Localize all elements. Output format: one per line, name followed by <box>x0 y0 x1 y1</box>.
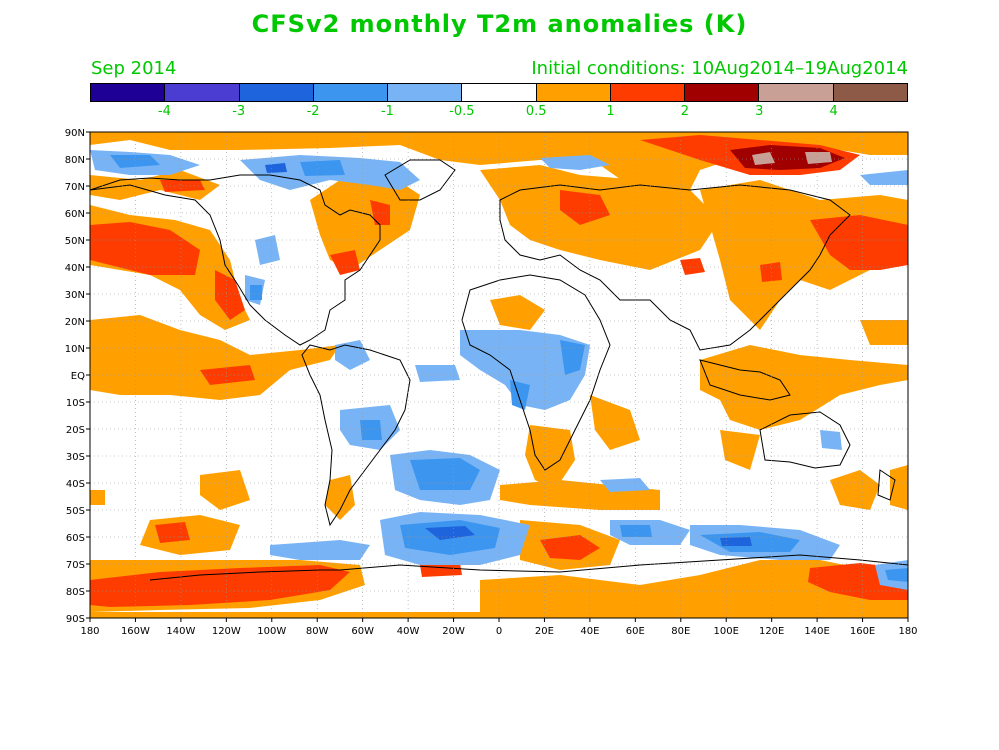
longitude-label: 180 <box>898 626 917 637</box>
forecast-month: Sep 2014 <box>91 58 177 79</box>
latitude-label: 60N <box>65 209 85 220</box>
longitude-label: 20E <box>535 626 554 637</box>
colorbar-swatch-9 <box>759 84 834 101</box>
longitude-label: 20W <box>442 626 465 637</box>
latitude-label: 20N <box>65 317 85 328</box>
colorbar-swatch-0 <box>91 84 166 101</box>
latitude-label: 10S <box>66 398 85 409</box>
axis-ticks <box>86 131 909 622</box>
longitude-label: 40E <box>580 626 599 637</box>
graticule <box>90 132 908 618</box>
latitude-label: 30N <box>65 290 85 301</box>
latitude-label: 70N <box>65 182 85 193</box>
anomaly-warm-1-2 <box>90 135 908 607</box>
latitude-label: 90S <box>66 614 85 625</box>
longitude-label: 160E <box>850 626 875 637</box>
longitude-label: 100W <box>257 626 286 637</box>
longitude-label: 100E <box>714 626 739 637</box>
colorbar-swatch-2 <box>239 84 314 101</box>
longitude-label: 80W <box>306 626 329 637</box>
latitude-label: 80S <box>66 587 85 598</box>
colorbar-tick-label: -1 <box>380 104 394 119</box>
longitude-label: 80E <box>671 626 690 637</box>
latitude-label: 40S <box>66 479 85 490</box>
latitude-labels: 90N 80N 70N 60N 50N 40N 30N 20N 10N EQ 10S 20S 30S 40… <box>65 128 85 625</box>
colorbar-swatch-4 <box>388 84 463 101</box>
coastlines <box>90 159 908 581</box>
colorbar-swatch-8 <box>685 84 760 101</box>
longitude-label: 0 <box>496 626 502 637</box>
latitude-label: 90N <box>65 128 85 139</box>
colorbar-tick-label: 1 <box>606 104 615 119</box>
colorbar-tick-label: 0.5 <box>525 104 547 119</box>
colorbar-swatch-7 <box>610 84 686 101</box>
colorbar <box>90 83 908 102</box>
colorbar-swatch-5 <box>462 84 537 101</box>
colorbar-swatch-3 <box>313 84 389 101</box>
colorbar-tick-label: -4 <box>157 104 171 119</box>
colorbar-swatch-10 <box>833 84 907 101</box>
chart-title: CFSv2 monthly T2m anomalies (K) <box>251 10 748 38</box>
colorbar-tick-label: -3 <box>232 104 246 119</box>
longitude-label: 140W <box>166 626 195 637</box>
longitude-label: 120E <box>759 626 784 637</box>
longitude-label: 60W <box>351 626 374 637</box>
colorbar-tick-label: 2 <box>680 104 690 119</box>
longitude-label: 180 <box>80 626 99 637</box>
longitude-label: 40W <box>397 626 420 637</box>
colorbar-tick-label: -0.5 <box>449 104 475 119</box>
latitude-label: 70S <box>66 560 85 571</box>
latitude-label: 10N <box>65 344 85 355</box>
latitude-label: 40N <box>65 263 85 274</box>
colorbar-tick-label: 3 <box>755 104 764 119</box>
latitude-label: 50S <box>66 506 85 517</box>
colorbar-tick-label: -2 <box>306 104 320 119</box>
anomaly-cold-2-3 <box>265 163 752 546</box>
latitude-label: 60S <box>66 533 85 544</box>
latitude-label: 20S <box>66 425 85 436</box>
latitude-label: 50N <box>65 236 85 247</box>
longitude-label: 140E <box>804 626 829 637</box>
longitude-label: 60E <box>626 626 645 637</box>
colorbar-tick-label: 4 <box>829 104 838 119</box>
longitude-labels: 180 160W 140W 120W 100W 80W 60W 40W 20W 0 20E 40E 60… <box>80 626 917 637</box>
longitude-label: 160W <box>121 626 150 637</box>
colorbar-swatch-6 <box>536 84 611 101</box>
latitude-label: 30S <box>66 452 85 463</box>
latitude-label: 80N <box>65 155 85 166</box>
anomaly-warm-3-4 <box>752 152 832 165</box>
longitude-label: 120W <box>212 626 241 637</box>
colorbar-swatch-1 <box>165 84 240 101</box>
initial-conditions: Initial conditions: 10Aug2014–19Aug2014 <box>531 58 908 79</box>
latitude-label: EQ <box>71 371 85 382</box>
